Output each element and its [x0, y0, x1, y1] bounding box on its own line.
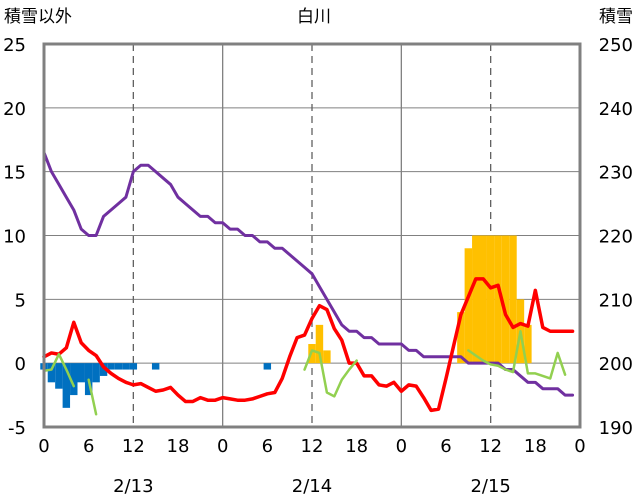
x-tick-label: 12 [479, 436, 502, 457]
x-tick-label: 6 [83, 436, 94, 457]
right-tick-label: 200 [599, 354, 633, 375]
date-labels: 2/13 2/14 2/15 [113, 476, 511, 497]
x-tick-label: 0 [38, 436, 49, 457]
x-tick-label: 18 [524, 436, 547, 457]
left-tick-label: -5 [8, 418, 26, 439]
snowfall-bar [472, 235, 480, 364]
left-tick-label: 15 [3, 163, 26, 184]
date-label: 2/14 [292, 476, 332, 497]
snowfall-bar [464, 248, 473, 364]
x-tick-label: 12 [301, 436, 324, 457]
rainfall-bar [47, 363, 56, 383]
right-tick-label: 220 [599, 227, 633, 248]
snow_depth-line [42, 151, 575, 397]
date-label: 2/15 [470, 476, 510, 497]
snowfall-bar [494, 235, 502, 364]
rainfall-bar [62, 363, 71, 408]
x-tick-label: 0 [396, 436, 407, 457]
snowfall-bar [486, 235, 495, 364]
rainfall-bar [122, 363, 130, 370]
wind-line [42, 330, 567, 416]
left-tick-label: 20 [3, 99, 26, 120]
left-tick-label: 5 [15, 290, 26, 311]
rainfall-bar [151, 363, 160, 370]
x-tick-label: 0 [574, 436, 585, 457]
rainfall-bar [70, 363, 78, 396]
rainfall-bar [263, 363, 272, 370]
snowfall-bar [323, 350, 331, 364]
x-tick-label: 18 [167, 436, 190, 457]
x-tick-label: 18 [345, 436, 368, 457]
snowfall-bar [315, 324, 324, 364]
left-tick-label: 10 [3, 227, 26, 248]
x-tick-label: 6 [262, 436, 273, 457]
right-tick-label: 240 [599, 99, 633, 120]
right-axis-ticks: 190 200 210 220 230 240 250 [599, 35, 633, 439]
left-tick-label: 25 [3, 35, 26, 56]
rainfall-bar [114, 363, 123, 370]
data-lines [42, 151, 575, 416]
rainfall-bar [129, 363, 138, 370]
x-axis-ticks: 0 6 12 18 0 6 12 18 0 6 12 18 0 [38, 436, 585, 457]
snowfall-bar [479, 235, 487, 364]
right-tick-label: 250 [599, 35, 633, 56]
x-tick-label: 0 [217, 436, 228, 457]
snowfall-bar [524, 324, 532, 364]
snowfall-bar [501, 235, 510, 364]
temperature-line [42, 277, 575, 413]
right-tick-label: 190 [599, 418, 633, 439]
date-label: 2/13 [113, 476, 153, 497]
left-axis-ticks: -5 0 5 10 15 20 25 [3, 35, 26, 439]
rainfall-bar [92, 363, 100, 383]
rainfall-bar [77, 363, 85, 383]
left-tick-label: 0 [15, 354, 26, 375]
snowfall-bar [509, 235, 517, 364]
precipitation-bars [40, 235, 532, 408]
plot-frame [42, 42, 582, 429]
x-tick-label: 6 [440, 436, 451, 457]
right-tick-label: 230 [599, 163, 633, 184]
right-axis-title: 積雪 [599, 7, 633, 27]
left-axis-title: 積雪以外 [4, 7, 72, 27]
snowfall-bar [457, 312, 465, 364]
rainfall-bar [107, 363, 115, 370]
right-tick-label: 210 [599, 290, 633, 311]
rainfall-bar [55, 363, 63, 389]
x-tick-label: 12 [122, 436, 145, 457]
chart-title: 白川 [297, 7, 331, 27]
rainfall-bar [99, 363, 108, 376]
